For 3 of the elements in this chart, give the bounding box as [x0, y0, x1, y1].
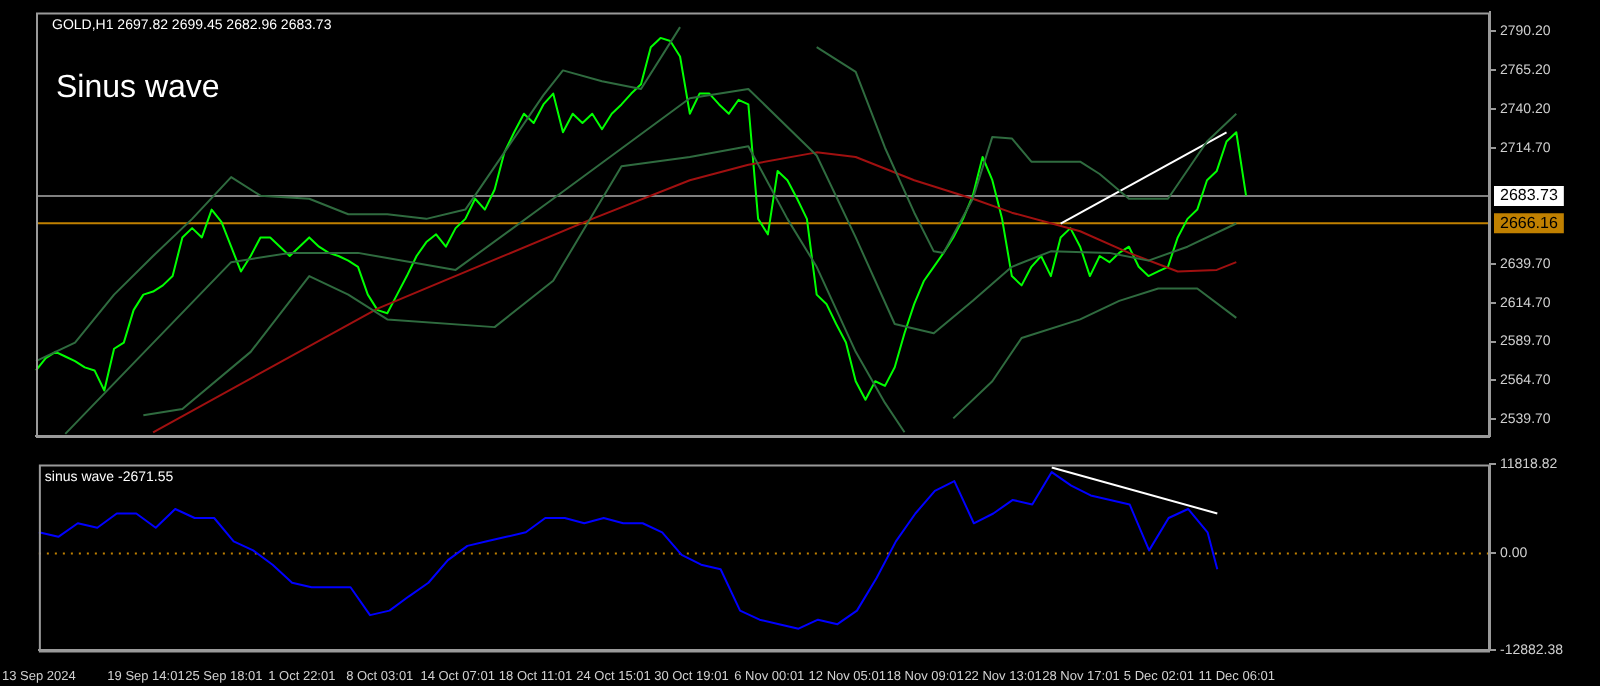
ref-line-label: 2666.16 [1500, 213, 1559, 232]
text: Sinus wave [56, 71, 220, 106]
ref-line-label: 2683.73 [1500, 186, 1559, 205]
